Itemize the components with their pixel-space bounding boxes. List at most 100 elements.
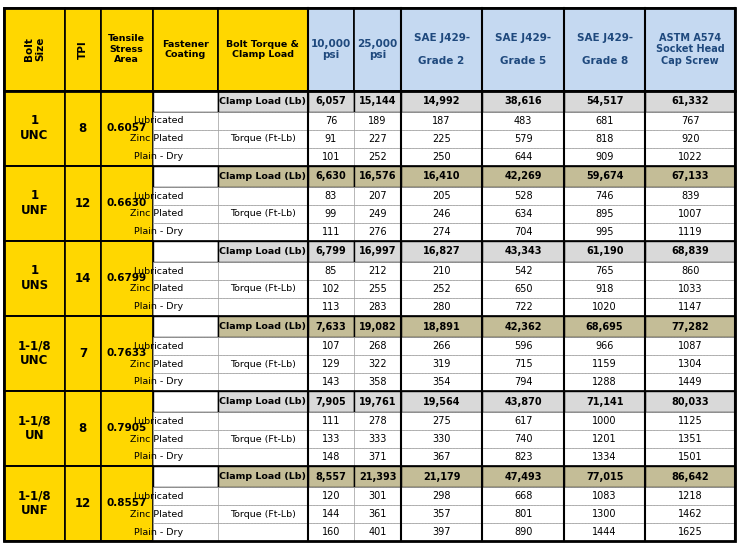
Text: 54,517: 54,517 — [586, 96, 624, 106]
Text: 38,616: 38,616 — [504, 96, 542, 106]
Bar — [645, 187, 735, 205]
Bar — [483, 355, 564, 373]
Text: 205: 205 — [432, 191, 451, 201]
Bar — [307, 130, 354, 148]
Bar — [354, 90, 401, 112]
Text: 6,799: 6,799 — [316, 246, 347, 257]
Bar — [564, 373, 645, 391]
Text: Lubricated: Lubricated — [133, 417, 183, 426]
Bar — [483, 373, 564, 391]
Bar — [218, 130, 307, 148]
Bar — [307, 262, 354, 280]
Text: 252: 252 — [368, 152, 387, 162]
Text: 0.7905: 0.7905 — [106, 423, 147, 433]
Bar — [65, 90, 101, 166]
Bar — [401, 130, 483, 148]
Text: 7: 7 — [79, 347, 87, 360]
Bar — [564, 90, 645, 112]
Bar — [645, 505, 735, 523]
Bar — [564, 8, 645, 90]
Text: Clamp Load (Lb): Clamp Load (Lb) — [219, 97, 307, 106]
Bar — [354, 448, 401, 466]
Bar — [4, 241, 65, 316]
Bar — [401, 412, 483, 430]
Bar — [307, 448, 354, 466]
Text: 101: 101 — [321, 152, 340, 162]
Text: 1020: 1020 — [593, 302, 617, 312]
Bar — [564, 298, 645, 316]
Bar — [101, 316, 153, 391]
Text: 14: 14 — [75, 272, 91, 285]
Text: 920: 920 — [681, 134, 699, 144]
Text: 19,082: 19,082 — [358, 322, 396, 331]
Bar — [218, 505, 307, 523]
Bar — [354, 466, 401, 487]
Text: 61,190: 61,190 — [586, 246, 624, 257]
Bar — [483, 112, 564, 130]
Bar — [307, 280, 354, 298]
Text: 1449: 1449 — [678, 377, 703, 387]
Text: 160: 160 — [321, 527, 340, 537]
Bar — [307, 430, 354, 448]
Text: Zinc Plated: Zinc Plated — [130, 434, 183, 444]
Bar — [307, 373, 354, 391]
Bar — [483, 523, 564, 541]
Bar — [564, 148, 645, 166]
Bar — [307, 187, 354, 205]
Text: Lubricated: Lubricated — [133, 267, 183, 276]
Text: Lubricated: Lubricated — [133, 342, 183, 350]
Bar — [218, 112, 307, 130]
Text: Plain - Dry: Plain - Dry — [134, 227, 183, 237]
Bar — [307, 523, 354, 541]
Text: TPI: TPI — [78, 40, 88, 59]
Text: Torque (Ft-Lb): Torque (Ft-Lb) — [230, 209, 296, 219]
Bar — [307, 148, 354, 166]
Text: 818: 818 — [596, 134, 614, 144]
Bar — [483, 487, 564, 505]
Bar — [401, 205, 483, 223]
Bar — [354, 223, 401, 241]
Bar — [307, 166, 354, 187]
Bar — [354, 487, 401, 505]
Text: 21,179: 21,179 — [423, 471, 460, 482]
Bar — [401, 112, 483, 130]
Bar — [645, 373, 735, 391]
Bar — [483, 8, 564, 90]
Bar — [218, 90, 307, 112]
Text: 1334: 1334 — [593, 452, 617, 462]
Text: 0.6630: 0.6630 — [106, 198, 147, 208]
Bar — [65, 391, 101, 466]
Bar — [153, 130, 218, 148]
Text: Zinc Plated: Zinc Plated — [130, 284, 183, 293]
Text: 12: 12 — [75, 197, 91, 210]
Bar — [153, 430, 218, 448]
Bar — [401, 391, 483, 412]
Bar — [153, 298, 218, 316]
Text: 1087: 1087 — [678, 341, 703, 351]
Bar — [354, 8, 401, 90]
Bar — [218, 466, 307, 487]
Bar — [483, 466, 564, 487]
Bar — [645, 412, 735, 430]
Bar — [307, 112, 354, 130]
Text: 1300: 1300 — [593, 509, 617, 519]
Bar — [401, 316, 483, 337]
Bar — [153, 262, 218, 280]
Text: Bolt
Size: Bolt Size — [24, 37, 45, 62]
Bar — [153, 523, 218, 541]
Bar — [645, 223, 735, 241]
Bar — [564, 280, 645, 298]
Text: 704: 704 — [514, 227, 532, 237]
Text: 644: 644 — [514, 152, 532, 162]
Bar — [218, 241, 307, 262]
Text: Plain - Dry: Plain - Dry — [134, 378, 183, 386]
Text: 61,332: 61,332 — [672, 96, 709, 106]
Bar — [645, 487, 735, 505]
Bar — [564, 187, 645, 205]
Bar — [483, 412, 564, 430]
Bar — [564, 112, 645, 130]
Text: 528: 528 — [514, 191, 532, 201]
Text: 322: 322 — [368, 359, 387, 369]
Bar — [153, 280, 218, 298]
Text: 280: 280 — [432, 302, 451, 312]
